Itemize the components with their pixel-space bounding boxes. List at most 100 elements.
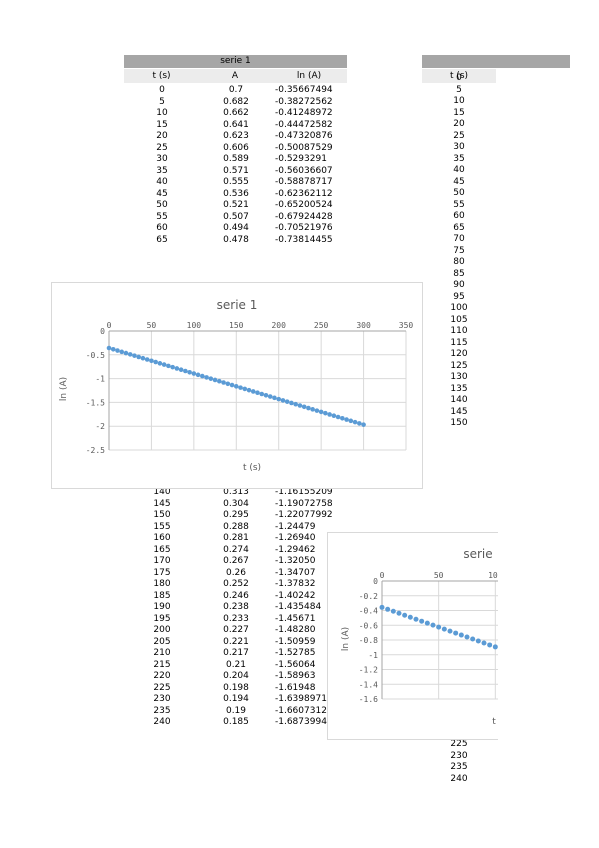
- table1-cell: 180: [153, 579, 171, 589]
- data-point: [191, 371, 197, 376]
- table1-cell: 0.281: [223, 533, 249, 543]
- table2-cell: 50: [453, 188, 465, 198]
- table1-cell: -1.29462: [275, 544, 316, 555]
- data-point: [217, 378, 222, 384]
- data-point: [453, 630, 459, 636]
- y-tick-label: 0: [100, 327, 105, 336]
- table1-cell: -1.37832: [275, 579, 316, 589]
- table2-cell: 115: [450, 337, 468, 348]
- data-point: [357, 421, 362, 426]
- table1-cell: 0.267: [223, 556, 249, 566]
- table1-cell: 0.185: [223, 717, 249, 727]
- table2-cell: 20: [453, 119, 465, 129]
- data-point: [106, 345, 112, 351]
- data-point: [242, 386, 248, 392]
- chart2-svg: serie0501001500-0.2-0.4-0.6-0.8-1-1.2-1.…: [341, 547, 498, 727]
- table1-cell: -0.58878717: [275, 177, 333, 187]
- data-point: [174, 366, 180, 371]
- data-point: [348, 418, 354, 424]
- data-point: [379, 604, 385, 610]
- data-point: [390, 608, 396, 614]
- table1-cell: -1.50959: [275, 636, 316, 647]
- table1-cell: 0.571: [223, 165, 249, 176]
- table1-cell: 230: [153, 694, 171, 704]
- data-point: [229, 382, 235, 388]
- table2-cell: 145: [450, 406, 468, 417]
- table1-cell: 0.217: [223, 648, 249, 658]
- data-point: [293, 401, 298, 407]
- table1-cell: 0.682: [223, 96, 249, 107]
- x-tick-label: 250: [314, 321, 329, 330]
- data-point: [238, 385, 243, 390]
- table1-cell: -0.65200524: [275, 200, 333, 210]
- table1-cell: 205: [153, 636, 171, 647]
- table1-cell: 0.304: [223, 498, 249, 509]
- table1-cell: 60: [156, 223, 168, 233]
- table1-cell: 235: [153, 705, 171, 716]
- table1-cell: 215: [153, 659, 171, 670]
- table1-cell: 0.288: [223, 521, 249, 532]
- table2-cell: 45: [453, 176, 465, 187]
- y-tick-label: -2: [95, 422, 105, 431]
- table1-cell: -0.41248972: [275, 108, 333, 118]
- y-tick-label: -1.6: [359, 695, 378, 704]
- y-tick-label: -1: [95, 375, 105, 384]
- table1-cell: 10: [156, 108, 168, 118]
- table1-cell: -1.24479: [275, 521, 316, 532]
- table2-cell: 120: [450, 349, 468, 359]
- table1-cell: 15: [156, 119, 168, 130]
- data-point: [187, 369, 192, 375]
- table1-cell: 0.521: [223, 200, 249, 210]
- table1-cell: 0: [159, 85, 165, 95]
- table1-cell: -0.67924428: [275, 211, 333, 222]
- table1-cell: -1.68739945: [275, 717, 333, 727]
- data-point: [413, 616, 419, 622]
- chart-serie-2[interactable]: serie0501001500-0.2-0.4-0.6-0.8-1-1.2-1.…: [327, 532, 498, 740]
- table1-cell: -0.62362112: [275, 188, 333, 199]
- data-point: [212, 377, 218, 383]
- data-point: [246, 387, 252, 393]
- data-point: [166, 363, 171, 369]
- table1-cell: -0.50087529: [275, 142, 333, 153]
- table2-cell: 90: [453, 280, 465, 290]
- chart-serie-1[interactable]: serie 1 0 50 100 150 200 250 300 350 0 -0.5 -1 -1.5 -…: [51, 282, 423, 489]
- table1-cell: 0.478: [223, 234, 249, 245]
- table1-cell: -0.38272562: [275, 96, 333, 107]
- table2-cell: 65: [453, 222, 465, 233]
- data-point: [331, 413, 337, 419]
- data-point: [361, 422, 366, 427]
- table1-cell: 0.21: [225, 659, 247, 670]
- table2-cell: 85: [453, 268, 465, 279]
- table1-cell: -1.40242: [275, 590, 316, 601]
- data-point: [263, 392, 269, 398]
- data-point: [327, 412, 332, 417]
- table1-cell: 190: [153, 602, 171, 612]
- table1-cell: 0.295: [223, 510, 249, 520]
- table1-header-t: t (s): [124, 69, 199, 83]
- table1-header-ln: ln (A): [271, 69, 347, 83]
- data-point: [119, 349, 125, 355]
- table1-cell: 0.641: [223, 119, 249, 130]
- data-point: [157, 361, 163, 366]
- table2-cell: 10: [453, 96, 465, 106]
- data-point: [280, 398, 286, 403]
- data-point: [318, 409, 324, 415]
- table1-cell: 0.19: [225, 705, 247, 716]
- x-tick-label: 350: [399, 321, 414, 330]
- x-tick-label: 100: [488, 571, 498, 580]
- data-point: [430, 622, 436, 628]
- chart1-svg: serie 1 0 50 100 150 200 250 300 350 0 -0.5 -1 -1.5 -…: [59, 298, 414, 473]
- table1-cell: 55: [156, 211, 168, 222]
- table1-cell: 20: [156, 131, 168, 141]
- table1-cell: -0.47320876: [275, 131, 333, 141]
- table1-cell: -1.52785: [275, 648, 316, 658]
- table1-cell: 195: [153, 613, 171, 624]
- data-point: [259, 391, 265, 397]
- table1-cell: -1.22077992: [275, 510, 333, 520]
- table1-cell: 0.194: [223, 694, 249, 704]
- table2-cell: 230: [450, 750, 468, 761]
- x-tick-label: 0: [107, 321, 112, 330]
- data-point: [153, 359, 158, 365]
- table1-cell: -1.58963: [275, 671, 316, 681]
- table1-cell: 220: [153, 671, 171, 681]
